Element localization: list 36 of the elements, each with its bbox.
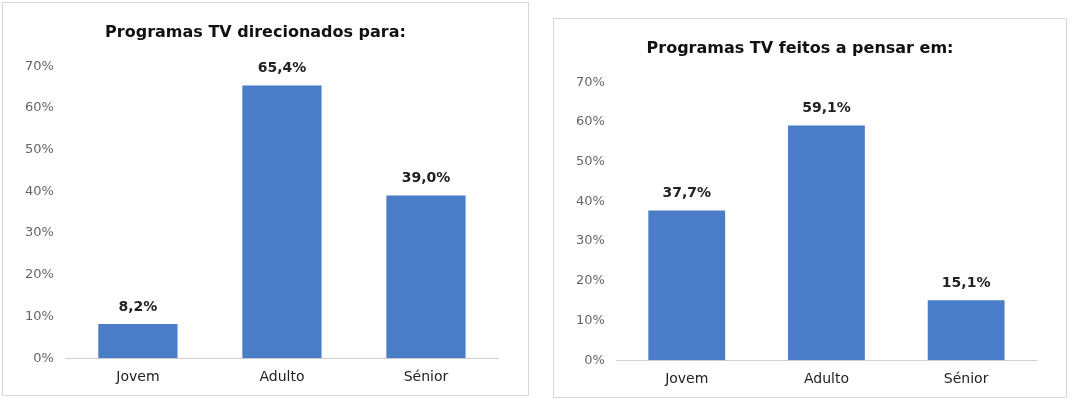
x-tick-label: Jovem — [115, 368, 160, 385]
x-tick-label: Jovem — [664, 370, 709, 387]
bar — [242, 85, 322, 359]
x-tick-label: Sénior — [943, 370, 989, 387]
bar — [788, 125, 865, 361]
bar — [98, 323, 178, 359]
y-tick-label: 20% — [24, 266, 54, 282]
x-tick-label: Adulto — [259, 368, 305, 385]
y-tick-label: 70% — [575, 73, 605, 89]
bar — [386, 195, 466, 359]
y-tick-label: 20% — [575, 272, 605, 288]
data-label: 39,0% — [401, 169, 451, 186]
y-tick-label: 60% — [24, 99, 54, 115]
bar — [648, 210, 726, 361]
y-tick-label: 10% — [24, 307, 54, 323]
y-tick-label: 0% — [33, 349, 54, 365]
y-tick-label: 10% — [575, 311, 605, 327]
y-tick-label: 70% — [24, 57, 54, 73]
y-tick-label: 40% — [24, 182, 54, 198]
y-tick-label: 50% — [24, 141, 54, 156]
data-label: 37,7% — [662, 184, 712, 201]
y-tick-label: 40% — [575, 192, 605, 208]
data-label: 59,1% — [802, 99, 851, 116]
x-tick-label: Adulto — [803, 370, 849, 387]
y-tick-label: 30% — [575, 232, 605, 248]
chart-title: Programas TV direcionados para: — [105, 21, 406, 41]
y-tick-label: 0% — [584, 351, 605, 367]
y-tick-label: 50% — [575, 153, 605, 168]
bar — [927, 300, 1005, 361]
data-label: 8,2% — [118, 297, 158, 314]
data-label: 15,1% — [941, 273, 991, 290]
x-tick-label: Sénior — [403, 368, 449, 385]
data-label: 65,4% — [257, 59, 307, 76]
y-tick-label: 60% — [575, 113, 605, 129]
chart-title: Programas TV feitos a pensar em: — [646, 37, 954, 57]
y-tick-label: 30% — [24, 224, 54, 240]
